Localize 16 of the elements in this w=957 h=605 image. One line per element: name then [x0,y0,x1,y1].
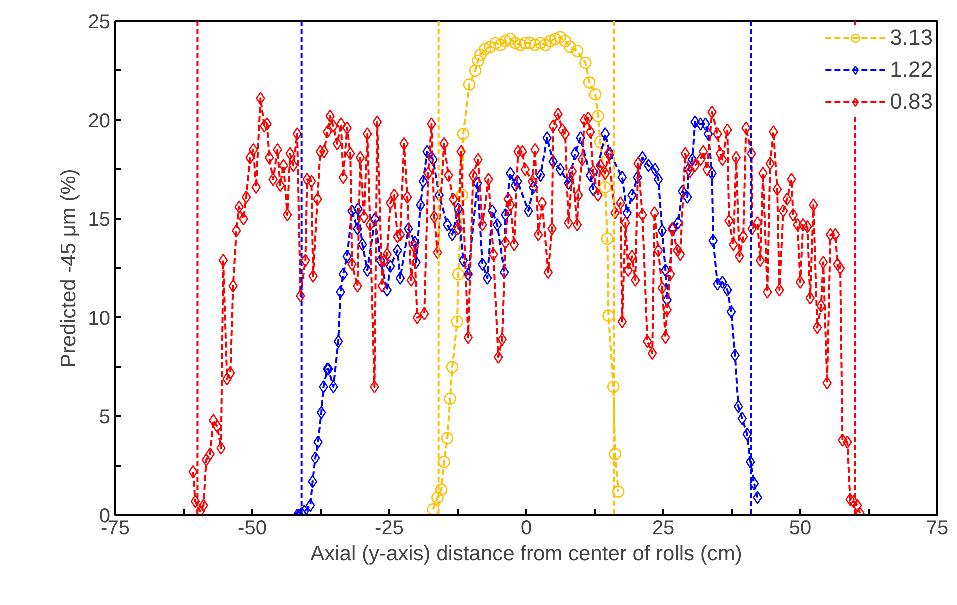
legend-label: 3.13 [890,25,933,51]
y-tick-label: 25 [88,12,111,34]
y-tick-label: 10 [88,308,111,330]
y-tick-label: 5 [99,406,110,429]
x-tick-label: -25 [375,518,404,540]
x-tick-label: 0 [520,518,532,540]
x-tick-label: -50 [238,518,267,540]
y-axis-title: Predicted -45 μm (%) [57,169,80,368]
x-tick-label: 75 [926,518,949,540]
y-tick-label: 20 [88,110,111,132]
x-tick-label: 25 [652,518,675,540]
x-tick-label: 50 [789,518,812,540]
legend-label: 1.22 [890,57,933,83]
x-axis-title: Axial (y-axis) distance from center of rolls (cm) [310,542,742,566]
legend-label: 0.83 [890,89,933,115]
y-tick-label: 15 [88,209,111,232]
